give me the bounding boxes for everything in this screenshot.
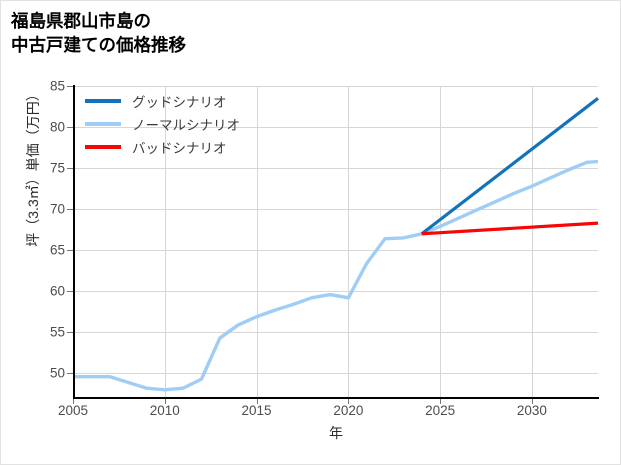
- plot-background: [73, 86, 598, 398]
- legend-swatch-icon: [85, 98, 121, 103]
- gridline-horizontal: [73, 127, 598, 128]
- legend-item-label: ノーマルシナリオ: [132, 117, 240, 133]
- x-tick: [165, 399, 166, 404]
- page-title: 福島県郡山市島の 中古戸建ての価格推移: [11, 11, 186, 56]
- x-tick-label: 2005: [57, 403, 89, 418]
- y-axis-spine: [73, 85, 75, 399]
- x-axis-title: 年: [329, 425, 343, 441]
- legend-item-bad[interactable]: バッドシナリオ: [85, 135, 305, 158]
- gridline-vertical: [348, 86, 349, 398]
- gridline-vertical: [440, 86, 441, 398]
- plot-area: [73, 86, 599, 398]
- x-tick: [73, 399, 74, 404]
- y-axis-title: 坪（3.3㎡）単価（万円）: [25, 87, 41, 247]
- y-tick: [67, 209, 73, 210]
- gridline-horizontal: [73, 86, 598, 87]
- legend-swatch-icon: [85, 144, 121, 149]
- y-tick-label: 55: [49, 324, 65, 340]
- gridline-horizontal: [73, 373, 598, 374]
- gridline-vertical: [165, 86, 166, 398]
- y-tick-label: 80: [49, 119, 65, 135]
- series-lines: [73, 97, 599, 392]
- y-tick-label: 70: [49, 201, 65, 217]
- legend-item-label: グッドシナリオ: [132, 94, 227, 110]
- x-tick: [257, 399, 258, 404]
- x-axis-spine: [73, 397, 599, 399]
- y-tick-label: 85: [49, 78, 65, 94]
- legend-item-normal[interactable]: ノーマルシナリオ: [85, 112, 305, 135]
- y-tick-label: 75: [49, 160, 65, 176]
- x-tick-label: 2025: [425, 403, 456, 418]
- series-line: [73, 159, 599, 392]
- gridline-horizontal: [73, 168, 598, 169]
- gridline-horizontal: [73, 332, 598, 333]
- y-tick: [67, 250, 73, 251]
- series-line: [420, 97, 599, 236]
- y-tick: [67, 373, 73, 374]
- y-tick: [67, 86, 73, 87]
- legend-item-good[interactable]: グッドシナリオ: [85, 89, 305, 112]
- y-tick-label: 50: [49, 365, 65, 381]
- y-tick: [67, 291, 73, 292]
- series-line: [421, 221, 599, 236]
- y-tick: [67, 332, 73, 333]
- legend-swatch-icon: [85, 121, 121, 126]
- gridline-horizontal: [73, 291, 598, 292]
- legend-item-label: バッドシナリオ: [132, 140, 227, 156]
- y-tick: [67, 127, 73, 128]
- gridline-horizontal: [73, 250, 598, 251]
- legend: グッドシナリオ ノーマルシナリオ バッドシナリオ: [85, 89, 305, 158]
- x-tick: [348, 399, 349, 404]
- y-tick-label: 60: [49, 283, 65, 299]
- gridline-vertical: [257, 86, 258, 398]
- y-tick-label: 65: [49, 242, 65, 258]
- gridline-vertical: [532, 86, 533, 398]
- y-tick: [67, 168, 73, 169]
- gridline-horizontal: [73, 209, 598, 210]
- x-tick: [532, 399, 533, 404]
- x-tick-label: 2015: [241, 403, 272, 418]
- x-tick-label: 2010: [149, 403, 180, 418]
- x-tick-label: 2020: [333, 403, 364, 418]
- x-tick-label: 2030: [516, 403, 547, 418]
- x-tick: [440, 399, 441, 404]
